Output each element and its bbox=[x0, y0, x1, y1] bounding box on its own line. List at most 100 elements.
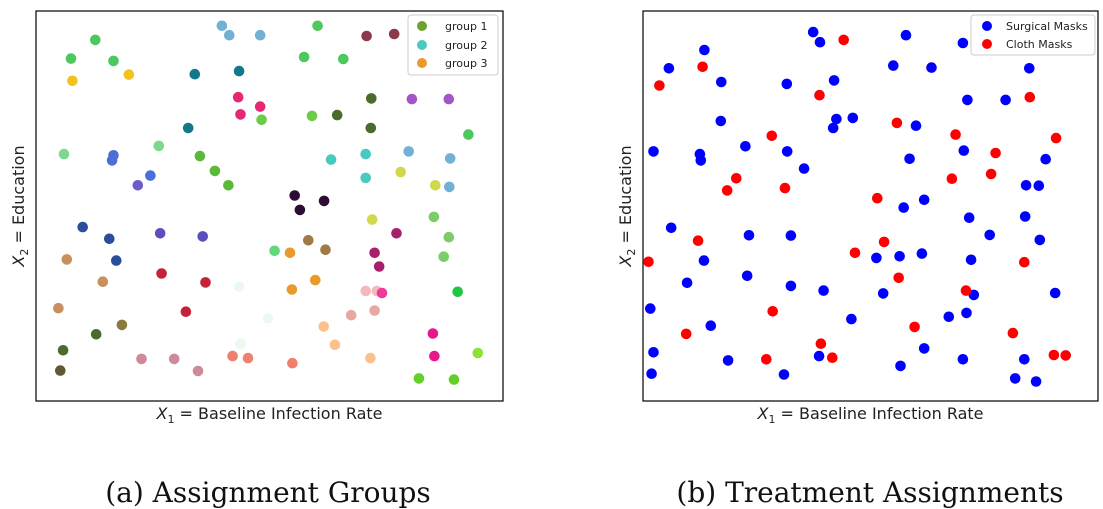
scatter-point bbox=[286, 284, 298, 295]
scatter-point-surgical-masks bbox=[827, 122, 839, 134]
scatter-point-surgical-masks bbox=[743, 230, 755, 241]
scatter-point bbox=[104, 233, 115, 245]
scatter-point bbox=[369, 247, 380, 259]
scatter-point bbox=[395, 166, 407, 178]
scatter-point-surgical-masks bbox=[1033, 180, 1045, 191]
scatter-point-cloth-masks bbox=[697, 61, 708, 73]
scatter-point-surgical-masks bbox=[957, 37, 969, 49]
scatter-point-cloth-masks bbox=[909, 321, 920, 333]
scatter-point bbox=[61, 254, 73, 265]
scatter-point-cloth-masks bbox=[779, 182, 791, 194]
scatter-point bbox=[233, 281, 245, 293]
y-axis-label: X2 = Education bbox=[9, 145, 31, 267]
scatter-point bbox=[427, 328, 439, 339]
scatter-point bbox=[365, 352, 376, 364]
scatter-point-surgical-masks bbox=[961, 307, 972, 319]
scatter-point bbox=[235, 338, 246, 350]
scatter-point-surgical-masks bbox=[831, 113, 842, 125]
scatter-point-cloth-masks bbox=[1060, 350, 1071, 361]
scatter-point-surgical-masks bbox=[1034, 234, 1046, 246]
scatter-point bbox=[320, 244, 331, 255]
scatter-point-cloth-masks bbox=[814, 89, 825, 101]
scatter-point-surgical-masks bbox=[900, 29, 912, 41]
scatter-point bbox=[360, 148, 372, 160]
scatter-point bbox=[429, 350, 440, 362]
scatter-point bbox=[438, 251, 450, 262]
scatter-point-cloth-masks bbox=[878, 236, 890, 248]
scatter-point-surgical-masks bbox=[1040, 153, 1051, 165]
scatter-point-surgical-masks bbox=[828, 75, 840, 86]
scatter-point-surgical-masks bbox=[798, 163, 810, 174]
legend-label-group-3: group 3 bbox=[445, 57, 487, 70]
legend-marker-group-3 bbox=[417, 58, 427, 68]
panel-caption: (a) Assignment Groups bbox=[105, 476, 431, 509]
x-axis-label: X1 = Baseline Infection Rate bbox=[155, 404, 382, 426]
scatter-point bbox=[369, 305, 380, 316]
scatter-point bbox=[448, 374, 460, 385]
scatter-point bbox=[224, 29, 235, 41]
scatter-points bbox=[643, 26, 1071, 387]
scatter-point bbox=[57, 345, 69, 356]
scatter-point-surgical-masks bbox=[813, 350, 825, 362]
scatter-point-surgical-masks bbox=[943, 311, 955, 323]
scatter-point-cloth-masks bbox=[990, 147, 1001, 159]
scatter-point bbox=[306, 110, 318, 122]
scatter-point bbox=[153, 140, 165, 152]
scatter-point bbox=[67, 75, 78, 87]
scatter-point bbox=[287, 357, 298, 369]
scatter-point-surgical-masks bbox=[1049, 287, 1061, 299]
scatter-point bbox=[361, 30, 372, 42]
scatter-point-surgical-masks bbox=[965, 254, 977, 266]
scatter-point bbox=[269, 245, 280, 257]
scatter-point-surgical-masks bbox=[962, 94, 973, 106]
scatter-point-cloth-masks bbox=[827, 352, 838, 364]
scatter-point-cloth-masks bbox=[1048, 349, 1060, 361]
scatter-point-surgical-masks bbox=[894, 250, 905, 262]
scatter-point-cloth-masks bbox=[891, 117, 903, 129]
y-axis-label: X2 = Education bbox=[616, 145, 638, 267]
chart-legend: Surgical Masks Cloth Masks bbox=[970, 14, 1096, 56]
scatter-point bbox=[338, 53, 349, 65]
scatter-point bbox=[194, 150, 206, 162]
scatter-point-cloth-masks bbox=[643, 256, 654, 268]
scatter-point-cloth-masks bbox=[692, 235, 704, 246]
scatter-point-surgical-masks bbox=[1030, 376, 1042, 387]
scatter-point-surgical-masks bbox=[785, 280, 797, 292]
scatter-point bbox=[366, 214, 378, 225]
legend-box bbox=[407, 14, 499, 76]
scatter-point bbox=[391, 228, 402, 239]
scatter-point-surgical-masks bbox=[818, 285, 829, 296]
scatter-point-surgical-masks bbox=[1024, 63, 1035, 74]
scatter-point-surgical-masks bbox=[722, 355, 734, 366]
scatter-point-surgical-masks bbox=[916, 248, 928, 259]
scatter-point bbox=[242, 352, 254, 364]
scatter-point bbox=[200, 277, 211, 288]
scatter-point-cloth-masks bbox=[1007, 327, 1019, 339]
scatter-point bbox=[430, 180, 441, 191]
scatter-point-surgical-masks bbox=[705, 320, 717, 332]
scatter-point-surgical-masks bbox=[715, 115, 727, 127]
scatter-point-cloth-masks bbox=[680, 328, 692, 340]
scatter-point bbox=[463, 129, 474, 140]
scatter-point-surgical-masks bbox=[871, 252, 882, 264]
scatter-point bbox=[403, 146, 415, 157]
scatter-point-surgical-masks bbox=[740, 141, 751, 152]
scatter-point bbox=[116, 319, 128, 331]
scatter-point-surgical-masks bbox=[1019, 354, 1030, 365]
legend-box bbox=[970, 14, 1096, 56]
scatter-point bbox=[136, 353, 147, 365]
x-axis-label: X1 = Baseline Infection Rate bbox=[756, 404, 983, 426]
scatter-point-cloth-masks bbox=[1019, 256, 1030, 268]
scatter-point-surgical-masks bbox=[814, 36, 826, 48]
scatter-point bbox=[318, 321, 330, 332]
scatter-point bbox=[428, 211, 440, 223]
scatter-point-surgical-masks bbox=[645, 303, 656, 314]
scatter-point-cloth-masks bbox=[849, 247, 861, 259]
scatter-point bbox=[472, 347, 484, 359]
scatter-point bbox=[197, 231, 208, 242]
scatter-point-surgical-masks bbox=[665, 222, 677, 234]
scatter-point bbox=[216, 20, 228, 32]
scatter-point bbox=[123, 69, 135, 80]
scatter-point bbox=[443, 231, 455, 243]
